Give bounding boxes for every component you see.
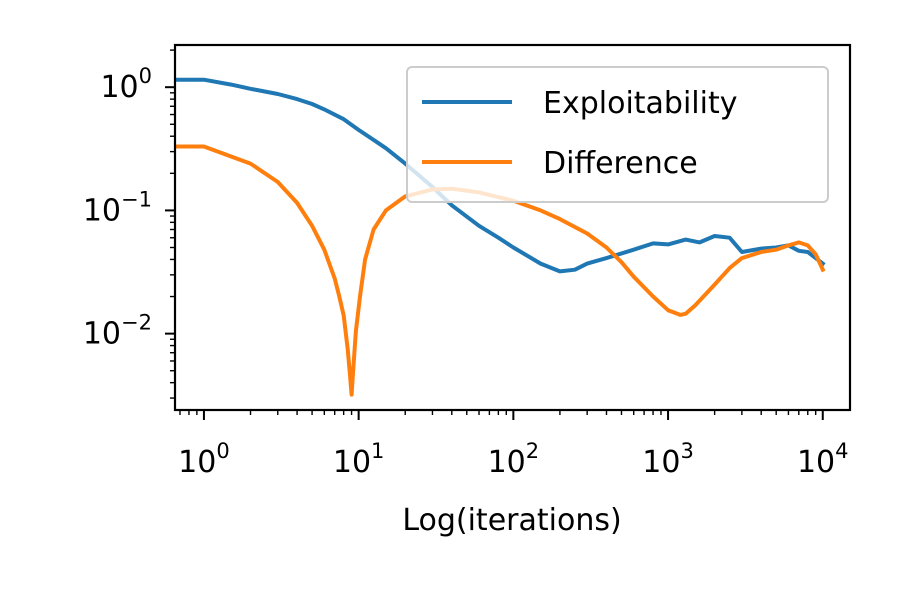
y-tick-label: 100	[100, 64, 152, 105]
y-tick-exponent: −1	[121, 187, 152, 211]
y-tick-exponent: −2	[121, 311, 152, 335]
y-tick-label: 10−1	[83, 187, 152, 228]
x-tick-label: 103	[642, 439, 694, 480]
y-tick-base: 10	[100, 70, 138, 105]
x-tick-base: 10	[333, 445, 371, 480]
x-tick-exponent: 4	[835, 439, 848, 463]
x-tick-label: 102	[488, 439, 540, 480]
x-tick-base: 10	[642, 445, 680, 480]
y-tick-exponent: 0	[139, 64, 152, 88]
x-axis-title: Log(iterations)	[402, 503, 621, 538]
y-tick-base: 10	[83, 193, 121, 228]
x-tick-base: 10	[488, 445, 526, 480]
x-tick-exponent: 0	[216, 439, 229, 463]
x-tick-label: 101	[333, 439, 385, 480]
x-tick-exponent: 1	[371, 439, 384, 463]
legend-box	[406, 66, 829, 203]
x-tick-base: 10	[178, 445, 216, 480]
x-tick-label: 104	[797, 439, 849, 480]
y-tick-label: 10−2	[83, 311, 152, 352]
legend: Exploitability Difference	[406, 66, 829, 203]
legend-label-difference: Difference	[543, 146, 698, 181]
x-tick-base: 10	[797, 445, 835, 480]
legend-label-exploitability: Exploitability	[543, 86, 738, 121]
series-line-exploitability	[175, 77, 826, 274]
x-tick-label: 100	[178, 439, 230, 480]
y-tick-base: 10	[83, 317, 121, 352]
x-tick-exponent: 3	[680, 439, 693, 463]
x-tick-exponent: 2	[526, 439, 539, 463]
